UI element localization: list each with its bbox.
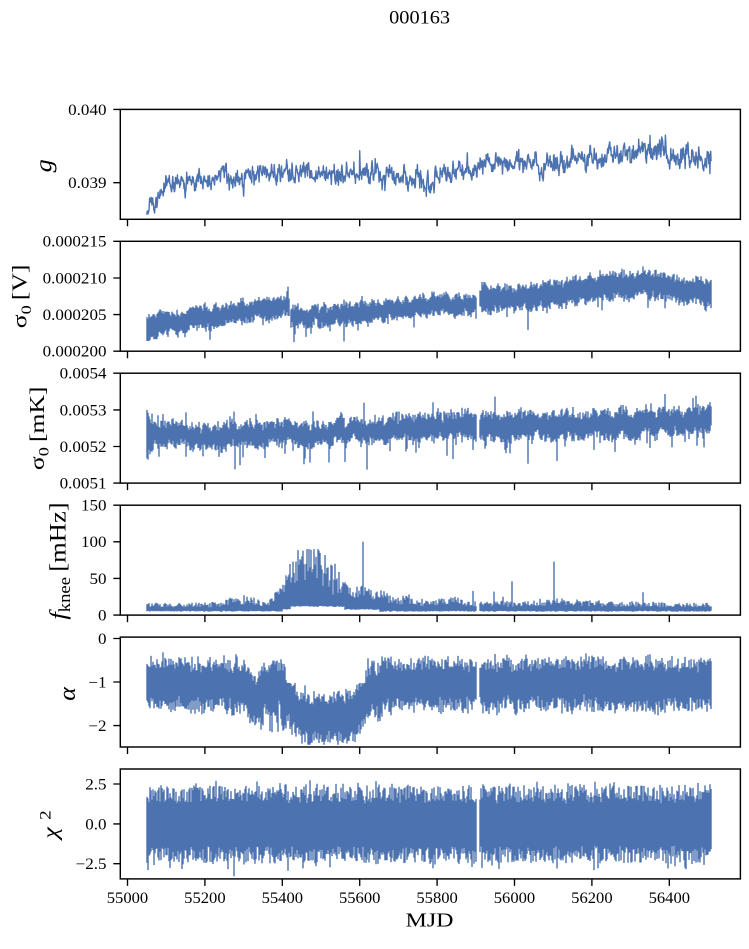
svg-text:56200: 56200 — [571, 890, 612, 906]
svg-text:0: 0 — [98, 630, 107, 648]
svg-text:σ0 [V]: σ0 [V] — [9, 265, 35, 329]
svg-text:0.000205: 0.000205 — [43, 306, 107, 324]
svg-text:−1: −1 — [88, 673, 106, 691]
svg-text:0.0051: 0.0051 — [60, 474, 107, 492]
svg-text:fknee [mHz]: fknee [mHz] — [46, 502, 74, 619]
svg-text:−2.5: −2.5 — [76, 855, 107, 873]
svg-text:0.000215: 0.000215 — [43, 232, 107, 250]
svg-text:100: 100 — [81, 533, 107, 551]
svg-text:0.0: 0.0 — [85, 815, 106, 833]
svg-text:0: 0 — [98, 606, 107, 624]
svg-text:55200: 55200 — [184, 890, 225, 906]
svg-text:0.000210: 0.000210 — [43, 269, 107, 287]
svg-text:55400: 55400 — [262, 890, 303, 906]
svg-text:0.0053: 0.0053 — [60, 401, 107, 419]
svg-text:0.000200: 0.000200 — [43, 342, 107, 360]
svg-text:σ0 [mK]: σ0 [mK] — [26, 387, 52, 471]
svg-text:56400: 56400 — [649, 890, 690, 906]
svg-text:χ2: χ2 — [36, 810, 63, 841]
svg-text:0.0052: 0.0052 — [60, 438, 107, 456]
svg-text:2.5: 2.5 — [85, 775, 106, 793]
svg-text:g: g — [32, 159, 58, 172]
svg-text:55000: 55000 — [107, 890, 148, 906]
svg-text:000163: 000163 — [389, 7, 450, 28]
svg-text:50: 50 — [89, 570, 106, 588]
svg-text:56000: 56000 — [494, 890, 535, 906]
svg-text:0.040: 0.040 — [68, 101, 106, 119]
svg-text:150: 150 — [81, 496, 107, 514]
svg-text:MJD: MJD — [406, 908, 454, 931]
svg-text:α: α — [55, 686, 81, 701]
svg-text:−2: −2 — [88, 717, 106, 735]
svg-text:55600: 55600 — [339, 890, 380, 906]
svg-text:0.0054: 0.0054 — [60, 364, 107, 382]
svg-text:55800: 55800 — [416, 890, 457, 906]
svg-text:0.039: 0.039 — [68, 174, 106, 192]
